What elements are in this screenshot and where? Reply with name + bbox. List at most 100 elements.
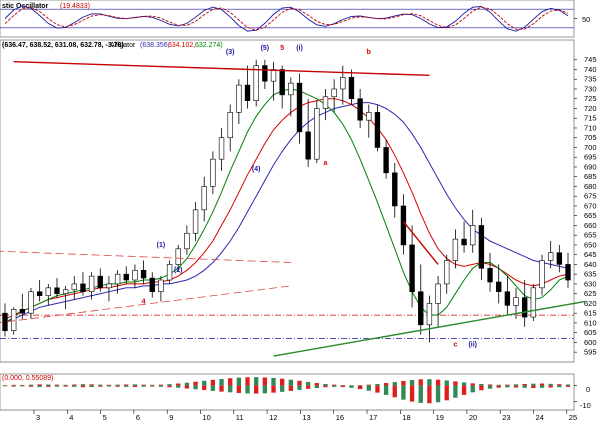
histogram-bar-up [202, 380, 207, 386]
histogram-bar-up [331, 384, 337, 386]
candle-body [36, 291, 43, 296]
histogram-bar-down [383, 385, 389, 395]
histogram-bar-down [366, 385, 371, 391]
candle-body [279, 69, 285, 96]
candle [357, 88, 363, 128]
histogram-bar-down [435, 385, 441, 403]
candle [62, 285, 69, 310]
histogram-bar-up [158, 384, 164, 386]
price-y-tick-label: 620 [584, 299, 597, 308]
candle [236, 79, 242, 125]
histogram-bar-down [141, 385, 146, 387]
candle [461, 221, 467, 253]
candle-body [565, 264, 571, 281]
candle-body [383, 147, 389, 174]
candle-body [175, 248, 181, 265]
histogram-bar-up [479, 384, 484, 386]
candle [444, 254, 450, 294]
price-y-tick-label: 655 [584, 231, 597, 240]
histogram-bar-up [513, 384, 519, 386]
price-y-tick-label: 740 [584, 65, 597, 74]
candle [374, 104, 381, 152]
candle-body [409, 244, 415, 293]
candle [201, 176, 207, 222]
histogram-bar-up [548, 383, 553, 386]
oscillator-k-line [4, 5, 569, 32]
histogram-bar-up [46, 384, 51, 386]
histogram-bar-up [392, 382, 397, 386]
candle [487, 252, 493, 292]
candle [496, 264, 502, 304]
price-y-tick-label: 635 [584, 270, 597, 279]
candle-body [556, 252, 563, 265]
candle-body [547, 252, 554, 261]
oscillator-panel: stic Oscillator (19.4833) 50 [0, 0, 590, 38]
candle-body [132, 269, 138, 281]
candle-body [530, 287, 537, 318]
candle [556, 244, 563, 273]
candle [36, 280, 43, 302]
histogram-y-tick-minus: -10 [580, 401, 591, 410]
histogram-bar-up [228, 378, 233, 386]
candle-body [71, 283, 77, 291]
histogram-bar-down [461, 385, 467, 395]
x-tick-label: 10 [203, 413, 211, 422]
histogram-bar-up [366, 384, 371, 386]
candle [114, 270, 121, 294]
candle-body [158, 279, 164, 293]
x-tick-label: 17 [369, 413, 377, 422]
price-y-tick-label: 695 [584, 153, 597, 162]
candle-body [210, 158, 216, 187]
alligator-jaw-value: (638.356, [140, 42, 170, 49]
candle-body [288, 82, 294, 96]
candle [426, 295, 433, 343]
histogram-bar-down [184, 385, 190, 389]
histogram-bar-up [193, 381, 198, 386]
histogram-bar-up [2, 385, 8, 386]
histogram-bar-down [522, 385, 527, 388]
candle-body [2, 312, 8, 332]
oscillator-y-tick: 50 [582, 15, 590, 24]
histogram-bar-down [219, 385, 224, 392]
price-y-tick-label: 675 [584, 192, 597, 201]
price-y-tick-label: 640 [584, 260, 597, 269]
candle-body [314, 108, 320, 160]
x-tick-label: 5 [103, 413, 107, 422]
histogram-bar-up [487, 384, 493, 386]
price-panel: (636.47, 638.52, 631.08, 632.78, -3.76) … [0, 39, 597, 363]
candle [19, 293, 26, 320]
wave-label: 5 [280, 45, 284, 52]
candle-body [114, 273, 121, 285]
candle-body [374, 112, 381, 148]
histogram-bar-up [184, 382, 190, 386]
histogram-bar-down [20, 385, 25, 387]
candle [123, 266, 129, 284]
candle-body [227, 112, 233, 139]
x-tick-label: 16 [336, 413, 344, 422]
candle [28, 287, 34, 320]
histogram-bar-down [115, 385, 120, 387]
x-tick-label: 24 [536, 413, 544, 422]
candle [296, 73, 303, 144]
candle-body [19, 308, 26, 314]
histogram-bar-down [193, 385, 198, 390]
candle [383, 139, 389, 179]
histogram-bar-down [357, 385, 363, 390]
histogram-bar-down [236, 385, 242, 393]
trend-line [402, 221, 439, 265]
histogram-bar-down [349, 385, 354, 388]
histogram-bar-up [288, 379, 293, 386]
candle [132, 264, 138, 288]
candle [158, 276, 164, 302]
histogram-bar-down [63, 385, 68, 387]
price-y-tick-label: 705 [584, 133, 597, 142]
candle-body [88, 275, 95, 293]
histogram-bar-up [262, 377, 268, 386]
histogram-bar-down [323, 385, 328, 388]
histogram-bar-down [28, 385, 34, 387]
histogram-bar-down [167, 385, 172, 388]
histogram-bar-down [132, 385, 138, 388]
candle-body [201, 186, 207, 211]
price-y-tick-label: 630 [584, 279, 597, 288]
